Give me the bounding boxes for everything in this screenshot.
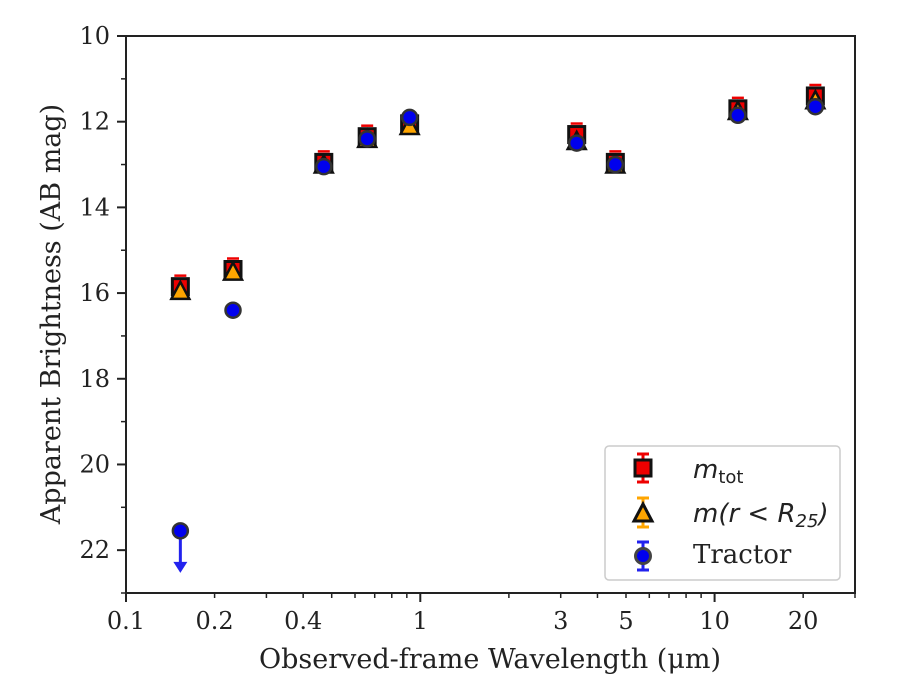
x-tick-label: 0.2 xyxy=(196,607,234,635)
y-axis-ticks: 10 12 14 16 18 20 22 xyxy=(79,22,126,594)
x-tick-label: 3 xyxy=(553,607,568,635)
data-point-circle xyxy=(315,157,333,176)
data-point-circle xyxy=(606,155,625,174)
series-tractor xyxy=(171,97,825,573)
y-tick-label: 16 xyxy=(79,279,110,307)
data-point-circle xyxy=(806,97,825,116)
data-point-circle xyxy=(567,134,586,152)
series-m-r-r25 xyxy=(169,88,827,301)
x-axis-label: Observed-frame Wavelength (μm) xyxy=(259,644,721,675)
data-point-circle xyxy=(400,108,419,127)
series-m-tot xyxy=(170,83,825,297)
legend-marker-triangle xyxy=(631,500,655,523)
data-marks xyxy=(169,83,827,573)
data-point-circle xyxy=(358,130,376,148)
x-axis-ticks: 0.1 0.2 0.4 1 3 5 10 20 xyxy=(107,593,856,635)
upper-limit-arrow xyxy=(173,561,188,573)
legend-entry-tractor: Tractor xyxy=(634,540,792,572)
y-tick-label: 14 xyxy=(79,193,110,221)
x-tick-label: 0.1 xyxy=(107,607,145,635)
data-point-circle xyxy=(224,301,242,319)
y-axis-label: Apparent Brightness (AB mag) xyxy=(36,104,67,525)
data-point-triangle xyxy=(221,259,245,281)
legend-box xyxy=(604,445,841,581)
legend-entry-mtot: mtot xyxy=(633,452,743,488)
x-tick-label: 10 xyxy=(699,607,730,635)
y-tick-label: 20 xyxy=(79,450,110,478)
y-tick-label: 12 xyxy=(79,108,110,136)
legend-label-tractor: Tractor xyxy=(693,540,792,570)
y-tick-label: 10 xyxy=(79,22,110,50)
x-tick-label: 5 xyxy=(618,607,633,635)
data-point-circle xyxy=(729,106,747,125)
plot-frame xyxy=(125,35,856,594)
legend-marker-circle xyxy=(634,547,652,565)
y-tick-label: 18 xyxy=(79,365,110,393)
y-tick-label: 22 xyxy=(79,536,110,564)
x-tick-label: 20 xyxy=(788,607,819,635)
x-tick-label: 0.4 xyxy=(284,607,322,635)
x-tick-label: 1 xyxy=(413,607,428,635)
legend-marker-square xyxy=(633,458,653,478)
legend: mtot m(r < R25) Tractor xyxy=(604,445,841,581)
data-point-triangle xyxy=(169,279,192,301)
data-point-circle xyxy=(171,522,190,540)
